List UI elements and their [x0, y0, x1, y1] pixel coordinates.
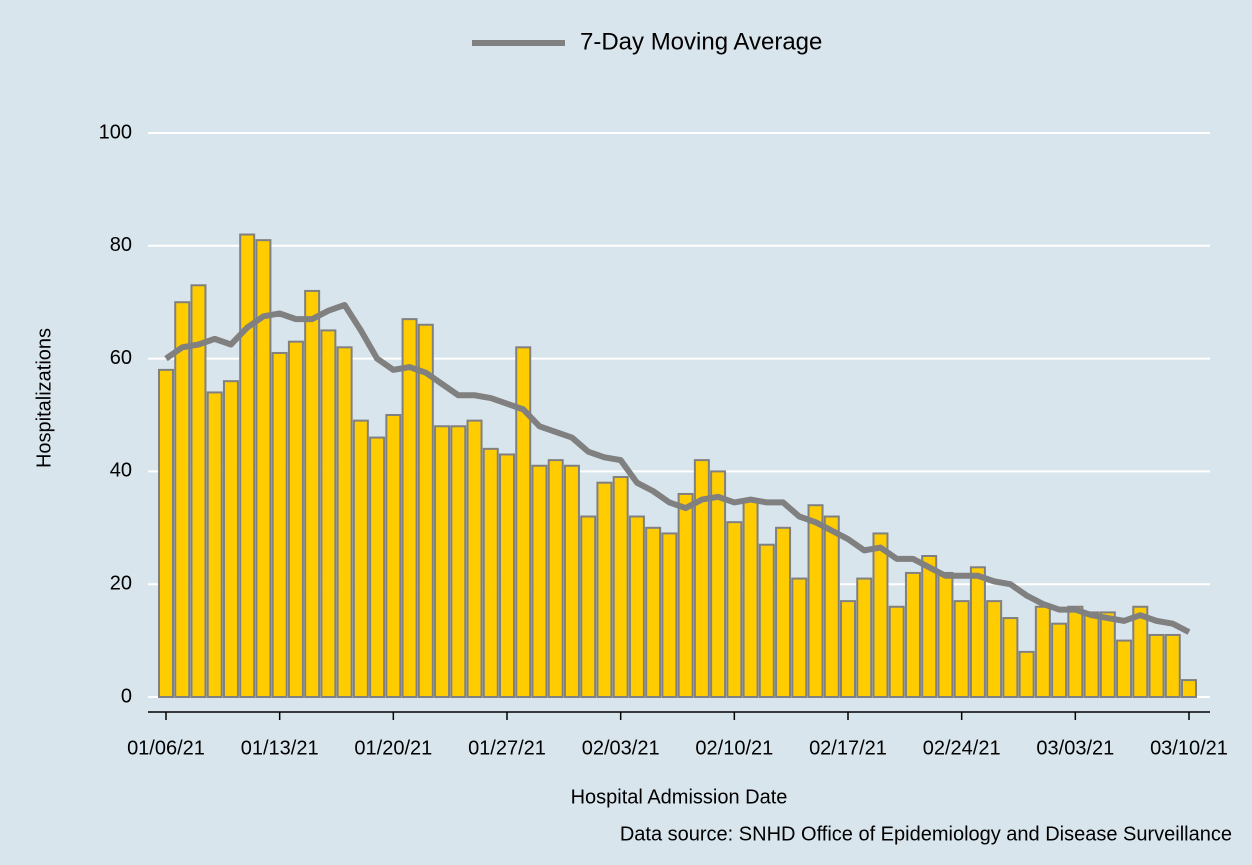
bar — [856, 577, 873, 698]
moving-average-line — [164, 302, 1191, 635]
bar — [515, 346, 532, 698]
source-note: Data source: SNHD Office of Epidemiology… — [620, 823, 1232, 845]
bar — [563, 464, 580, 699]
bar — [1116, 639, 1133, 698]
x-tick-label: 01/06/21 — [127, 737, 205, 759]
bar — [1018, 650, 1035, 699]
bar — [1067, 605, 1084, 699]
bar — [1002, 617, 1019, 698]
bar — [304, 289, 321, 698]
bar — [758, 543, 775, 698]
bar — [710, 470, 727, 698]
bar — [287, 340, 304, 698]
bar — [336, 346, 353, 698]
bar — [222, 380, 239, 698]
bar — [1132, 605, 1149, 699]
x-tick-label: 01/27/21 — [468, 737, 546, 759]
bar — [840, 600, 856, 698]
bar — [693, 459, 710, 698]
bar — [596, 481, 613, 698]
bar — [937, 571, 954, 698]
bar — [807, 504, 824, 698]
bar — [726, 521, 743, 698]
y-tick-label: 20 — [110, 572, 132, 594]
bar — [1099, 611, 1116, 699]
y-tick-label: 40 — [110, 460, 132, 482]
y-tick-label: 0 — [121, 685, 132, 707]
x-tick-label: 02/24/21 — [923, 737, 1001, 759]
x-tick-label: 02/17/21 — [809, 737, 887, 759]
y-tick-label: 60 — [110, 347, 132, 369]
bar — [872, 532, 889, 698]
bar — [401, 318, 418, 698]
bar — [1164, 633, 1181, 699]
bar — [255, 239, 272, 698]
x-tick-label: 01/20/21 — [354, 737, 432, 759]
bar — [482, 447, 499, 698]
bar — [986, 600, 1003, 698]
bar — [791, 577, 808, 698]
x-tick-label: 01/13/21 — [241, 737, 319, 759]
bar — [531, 464, 548, 699]
x-tick-label: 03/10/21 — [1150, 737, 1228, 759]
bar — [434, 425, 451, 698]
x-tick-label: 02/03/21 — [582, 737, 660, 759]
x-tick-label: 03/03/21 — [1036, 737, 1114, 759]
bar — [921, 555, 938, 698]
bar — [499, 453, 515, 699]
bar — [661, 532, 678, 698]
bar — [369, 436, 386, 698]
bar — [190, 284, 207, 698]
bar — [1051, 622, 1068, 698]
y-tick-label: 80 — [110, 234, 132, 256]
bar — [904, 571, 921, 698]
bar — [645, 526, 662, 698]
y-axis-label: Hospitalizations — [33, 328, 55, 468]
bar — [417, 323, 434, 698]
bar — [677, 492, 694, 698]
bar — [953, 600, 970, 698]
bar — [1148, 633, 1165, 699]
legend-label: 7-Day Moving Average — [580, 28, 822, 55]
bar — [320, 329, 337, 698]
bar — [271, 351, 288, 698]
y-tick-label: 100 — [99, 121, 132, 143]
bar — [1181, 679, 1197, 699]
bar — [612, 476, 629, 699]
bar — [775, 526, 792, 698]
bar — [580, 515, 597, 699]
bar — [742, 498, 759, 698]
bar — [1034, 605, 1051, 699]
bar — [158, 368, 174, 698]
bar — [385, 414, 402, 698]
bar — [823, 515, 840, 699]
bar — [239, 233, 256, 699]
bar — [547, 459, 564, 698]
bar — [450, 425, 467, 698]
bar — [352, 419, 369, 698]
bar — [628, 515, 645, 699]
bar — [206, 391, 223, 698]
bar — [174, 301, 191, 698]
bar — [466, 419, 483, 698]
bar — [888, 605, 905, 699]
x-axis-label: Hospital Admission Date — [571, 786, 788, 808]
bar — [969, 566, 986, 699]
bar — [1083, 611, 1100, 699]
x-tick-label: 02/10/21 — [695, 737, 773, 759]
